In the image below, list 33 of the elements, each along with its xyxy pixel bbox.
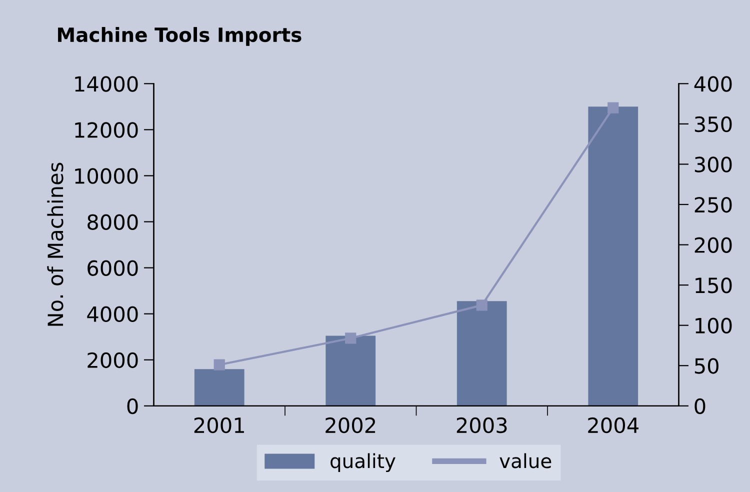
bar bbox=[194, 369, 244, 406]
point bbox=[476, 300, 488, 311]
bar bbox=[456, 301, 507, 406]
bar bbox=[326, 336, 376, 406]
y-tick-label: 6000 bbox=[88, 260, 138, 276]
y2-tick-label: 300 bbox=[694, 156, 732, 172]
y-tick-label: 10000 bbox=[75, 168, 138, 184]
y-tick-label: 14000 bbox=[75, 76, 138, 92]
x-tick-label: 2002 bbox=[326, 417, 376, 434]
y-tick-label: 2000 bbox=[88, 352, 138, 368]
point bbox=[608, 102, 619, 114]
point bbox=[345, 332, 356, 344]
bar bbox=[588, 106, 638, 406]
y2-tick-label: 100 bbox=[696, 318, 732, 334]
chart-title: Machine Tools Imports bbox=[58, 27, 302, 46]
y2-tick-label: 200 bbox=[694, 237, 732, 253]
y-tick-label: 0 bbox=[127, 398, 138, 414]
y2-tick-label: 250 bbox=[694, 196, 732, 213]
y-tick-label: 12000 bbox=[75, 122, 138, 138]
point bbox=[214, 359, 225, 370]
y-tick-label: 4000 bbox=[87, 306, 138, 322]
y-axis-title: No. of Machines bbox=[47, 162, 64, 326]
x-tick-label: 2004 bbox=[588, 417, 638, 434]
x-tick-label: 2001 bbox=[194, 417, 244, 434]
y2-tick-label: 150 bbox=[696, 278, 732, 294]
y2-tick-label: 350 bbox=[694, 116, 732, 132]
y2-tick-label: 50 bbox=[694, 358, 718, 374]
y2-tick-label: 0 bbox=[694, 398, 706, 414]
y2-tick-label: 400 bbox=[694, 76, 732, 92]
y-tick-label: 8000 bbox=[88, 214, 138, 230]
x-tick-label: 2003 bbox=[456, 417, 507, 434]
legend-label: value bbox=[500, 453, 552, 468]
legend-label: quality bbox=[330, 453, 396, 472]
